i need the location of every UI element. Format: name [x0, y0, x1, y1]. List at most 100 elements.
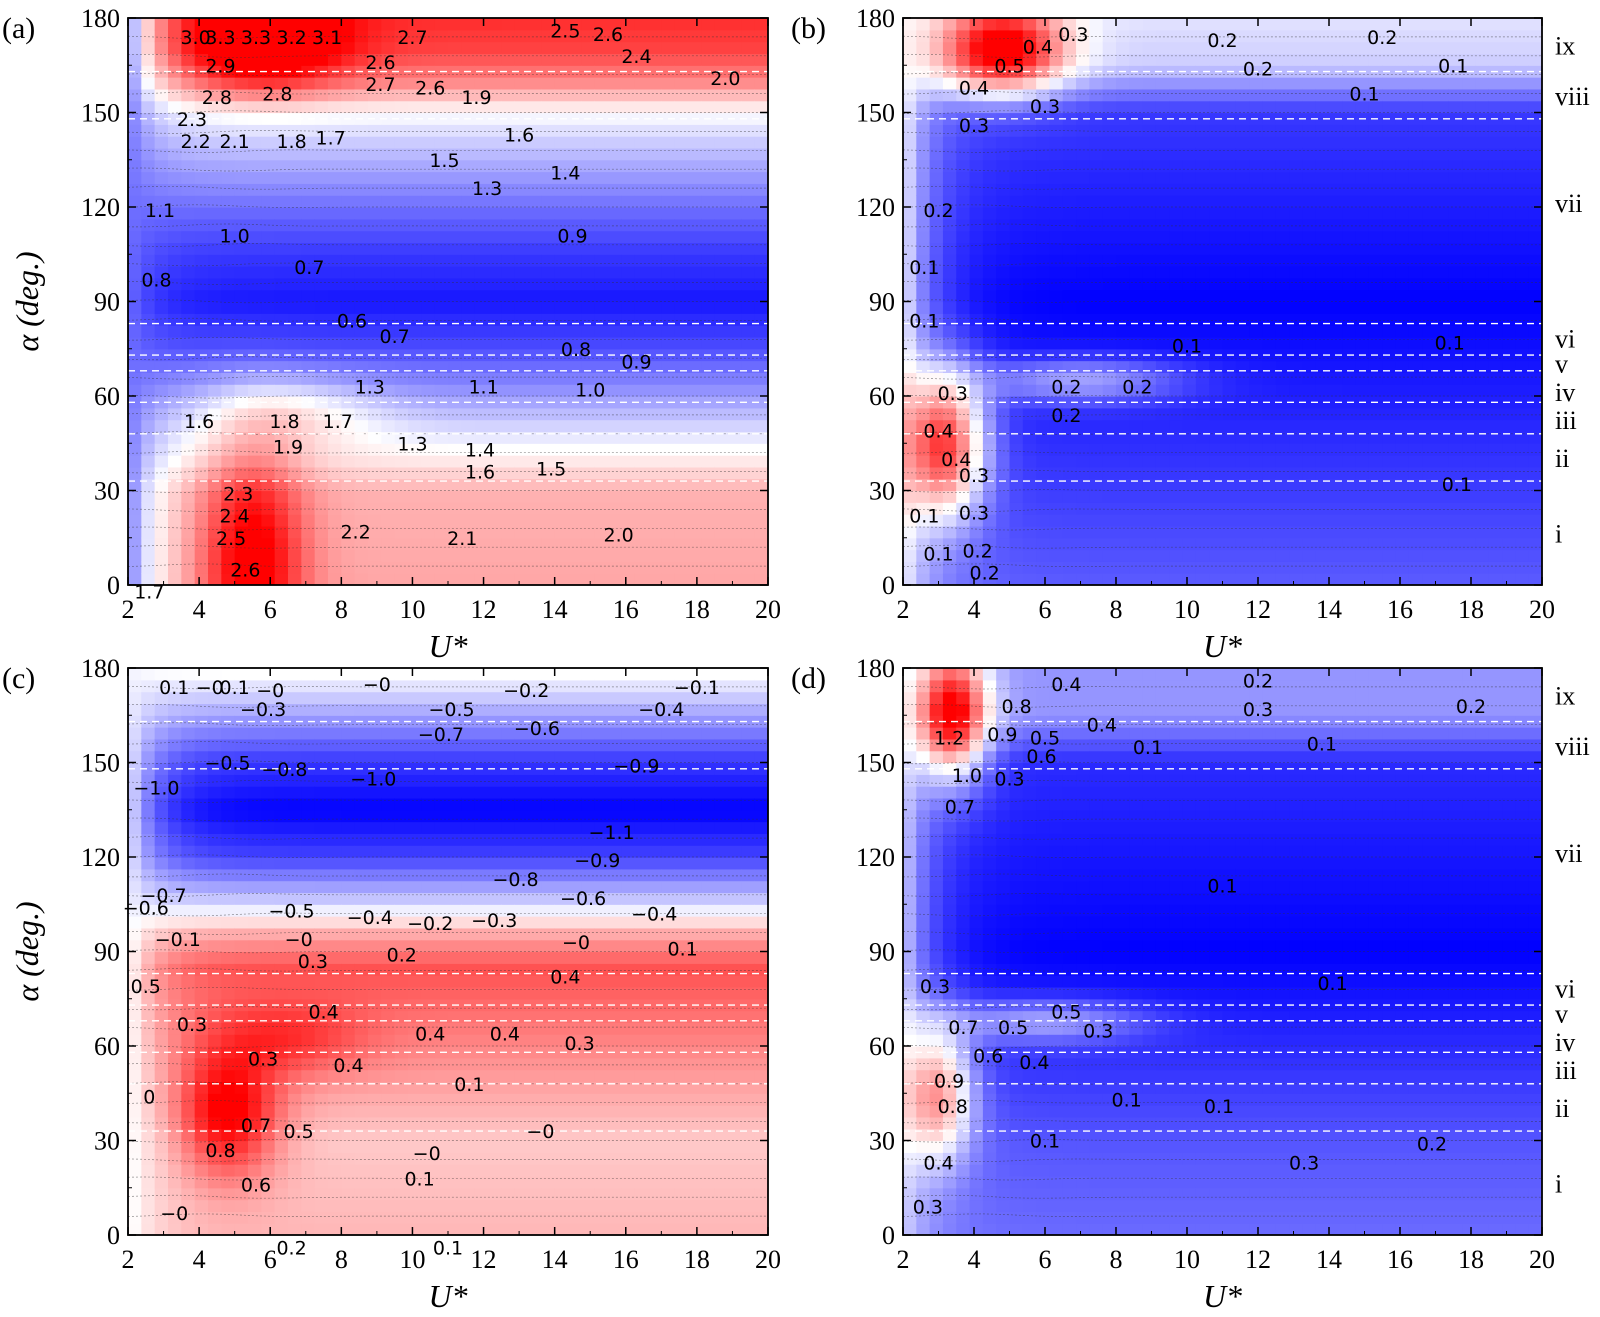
- heatmap-cell: [301, 478, 316, 492]
- heatmap-cell: [1262, 207, 1277, 220]
- heatmap-cell: [1448, 29, 1463, 43]
- heatmap-cell: [421, 183, 436, 196]
- heatmap-cell: [328, 502, 342, 515]
- contour-label: 2.1: [447, 528, 477, 550]
- heatmap-cell: [328, 159, 342, 173]
- heatmap-cell: [1222, 171, 1237, 184]
- heatmap-cell: [1462, 53, 1477, 66]
- heatmap-cell: [942, 41, 957, 55]
- heatmap-cell: [261, 419, 276, 433]
- heatmap-cell: [474, 277, 489, 291]
- heatmap-cell: [434, 77, 449, 90]
- heatmap-cell: [916, 230, 931, 244]
- heatmap-cell: [1382, 183, 1397, 196]
- heatmap-cell: [1422, 277, 1437, 291]
- heatmap-cell: [1475, 455, 1490, 468]
- heatmap-cell: [1195, 384, 1210, 397]
- heatmap-cell: [141, 254, 156, 267]
- contour-line: [903, 243, 1542, 247]
- heatmap-cell: [1448, 124, 1463, 137]
- heatmap-cell: [1355, 29, 1370, 43]
- heatmap-cell: [634, 289, 649, 303]
- heatmap-cell: [1155, 407, 1170, 421]
- heatmap-cell: [1462, 360, 1477, 373]
- contour-label: 0.2: [1122, 377, 1152, 399]
- heatmap-cell: [621, 136, 636, 149]
- heatmap-cell: [1222, 455, 1237, 468]
- heatmap-cell: [568, 136, 582, 149]
- heatmap-cell: [301, 384, 316, 397]
- heatmap-cell: [982, 466, 997, 480]
- heatmap-cell: [982, 407, 997, 421]
- heatmap-cell: [1102, 18, 1117, 31]
- heatmap-cell: [1142, 419, 1157, 433]
- heatmap-cell: [488, 407, 502, 421]
- heatmap-cell: [728, 88, 742, 102]
- heatmap-cell: [916, 266, 931, 279]
- heatmap-cell: [688, 218, 702, 232]
- heatmap-cell: [1102, 88, 1117, 102]
- heatmap-cell: [903, 490, 917, 503]
- heatmap-cell: [1382, 53, 1397, 66]
- heatmap-cell: [701, 254, 716, 267]
- heatmap-cell: [996, 29, 1011, 43]
- heatmap-cell: [1395, 124, 1410, 137]
- heatmap-cell: [514, 419, 529, 433]
- heatmap-cell: [1329, 230, 1343, 244]
- heatmap-cell: [661, 455, 676, 468]
- heatmap-cell: [1289, 502, 1303, 515]
- heatmap-cell: [461, 242, 476, 255]
- contour-line: [903, 185, 1542, 190]
- heatmap-cell: [288, 195, 302, 208]
- heatmap-cell: [1182, 242, 1197, 255]
- heatmap-cell: [1448, 77, 1463, 90]
- heatmap-cell: [1076, 100, 1090, 114]
- heatmap-cell: [1169, 53, 1184, 66]
- heatmap-cell: [1462, 41, 1477, 55]
- heatmap-cell: [701, 242, 716, 255]
- heatmap-cell: [141, 561, 156, 574]
- heatmap-cell: [1528, 218, 1542, 232]
- heatmap-cell: [474, 407, 489, 421]
- heatmap-cell: [1155, 325, 1170, 338]
- heatmap-cell: [1289, 266, 1303, 279]
- heatmap-cell: [688, 431, 702, 444]
- heatmap-cell: [208, 325, 222, 338]
- heatmap-cell: [154, 301, 169, 314]
- heatmap-cell: [448, 384, 462, 397]
- heatmap-cell: [501, 147, 516, 161]
- heatmap-cell: [488, 478, 502, 492]
- heatmap-cell: [621, 230, 636, 244]
- heatmap-cell: [314, 384, 329, 397]
- heatmap-cell: [141, 1140, 156, 1153]
- heatmap-cell: [301, 171, 316, 184]
- heatmap-cell: [554, 478, 569, 492]
- heatmap-cell: [434, 384, 449, 397]
- heatmap-cell: [541, 183, 556, 196]
- heatmap-cell: [621, 218, 636, 232]
- heatmap-cell: [1515, 336, 1530, 350]
- heatmap-cell: [714, 88, 729, 102]
- heatmap-cell: [581, 478, 596, 492]
- heatmap-cell: [1302, 53, 1317, 66]
- heatmap-cell: [314, 502, 329, 515]
- contour-line: [903, 544, 1542, 549]
- heatmap-cell: [141, 1093, 156, 1106]
- heatmap-cell: [701, 218, 716, 232]
- heatmap-cell: [916, 29, 931, 43]
- heatmap-cell: [1235, 431, 1250, 444]
- heatmap-cell: [434, 88, 449, 102]
- heatmap-cell: [956, 29, 971, 43]
- heatmap-cell: [594, 455, 609, 468]
- heatmap-cell: [181, 336, 196, 350]
- heatmap-cell: [754, 289, 768, 303]
- contour-label: 1.1: [145, 200, 175, 222]
- x-tick-label: 8: [335, 595, 348, 624]
- heatmap-cell: [1222, 301, 1237, 314]
- heatmap-cell: [1155, 384, 1170, 397]
- heatmap-cell: [674, 372, 689, 385]
- heatmap-cell: [996, 53, 1011, 66]
- heatmap-cell: [1289, 407, 1303, 421]
- heatmap-cell: [128, 525, 142, 539]
- heatmap-cell: [996, 360, 1011, 373]
